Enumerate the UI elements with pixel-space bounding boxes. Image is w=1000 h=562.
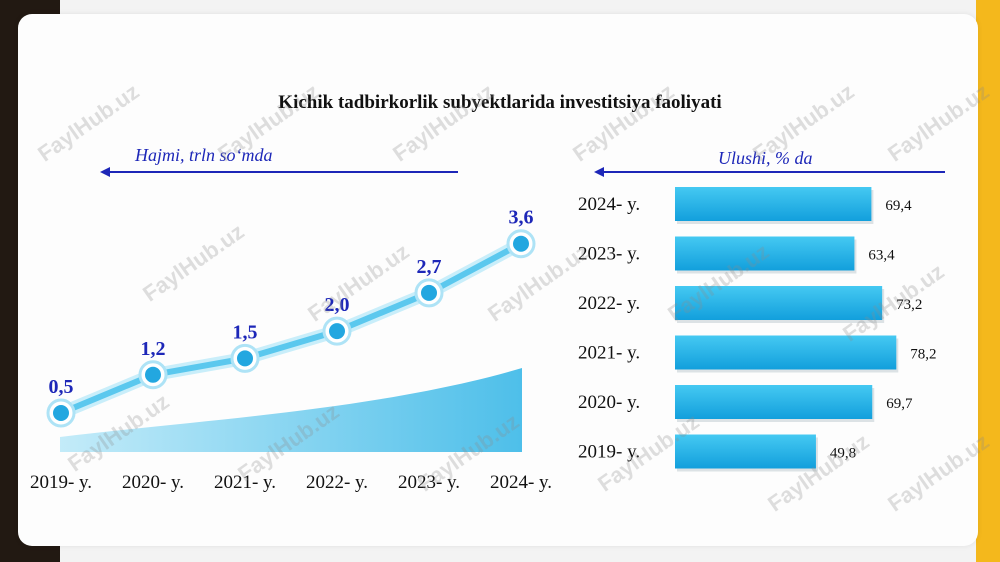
x-tick-label: 2019- y. [30,472,92,493]
bar-value-label: 69,7 [886,396,913,412]
bar [675,335,897,370]
point-value-label: 3,6 [509,207,534,229]
bar-category-label: 2024- y. [578,194,640,215]
data-point [53,405,69,421]
data-point [145,366,161,383]
x-tick-label: 2023- y. [398,472,460,493]
left-arrow-head [100,167,110,177]
bar-category-label: 2019- y. [578,442,640,463]
data-point [513,235,529,252]
line-chart: 0,5 2019- y. 1,2 2020- y. 1,5 2021- y. 2,0 2022… [30,167,552,493]
bar-value-label: 78,2 [910,347,936,363]
left-chart-label: Hajmi, trln so‘mda [135,145,273,165]
bar-value-label: 73,2 [896,297,922,313]
bar [675,187,872,221]
slide-panel [18,14,978,546]
data-point [329,323,345,340]
chart-title: Kichik tadbirkorlik subyektlarida invest… [278,92,722,113]
point-value-label: 2,0 [325,294,350,316]
bar-category-label: 2020- y. [578,392,640,413]
bar-value-label: 49,8 [830,446,856,462]
decorative-area [60,368,522,452]
bar [675,385,873,419]
bar [675,236,855,271]
bar [675,286,883,320]
point-value-label: 0,5 [49,376,74,398]
right-chart-label: Ulushi, % da [718,148,813,168]
bar-category-label: 2022- y. [578,293,640,314]
series-line [58,240,524,416]
x-tick-label: 2021- y. [214,472,276,493]
data-point [237,350,253,367]
bar-chart: 2024- y. 69,4 2023- y. 63,4 2022- y. 73,2 2021… [578,167,945,472]
point-value-label: 2,7 [417,256,442,278]
right-arrow-head [594,167,604,177]
x-tick-label: 2024- y. [490,472,552,493]
bar [675,434,816,469]
point-value-label: 1,2 [141,338,166,360]
data-point [421,284,437,301]
bar-value-label: 63,4 [868,248,895,264]
point-value-label: 1,5 [233,321,258,343]
bar-category-label: 2023- y. [578,244,640,265]
x-tick-label: 2022- y. [306,472,368,493]
bar-value-label: 69,4 [885,198,912,214]
x-tick-label: 2020- y. [122,472,184,493]
right-frame [976,0,1000,562]
bar-category-label: 2021- y. [578,343,640,364]
